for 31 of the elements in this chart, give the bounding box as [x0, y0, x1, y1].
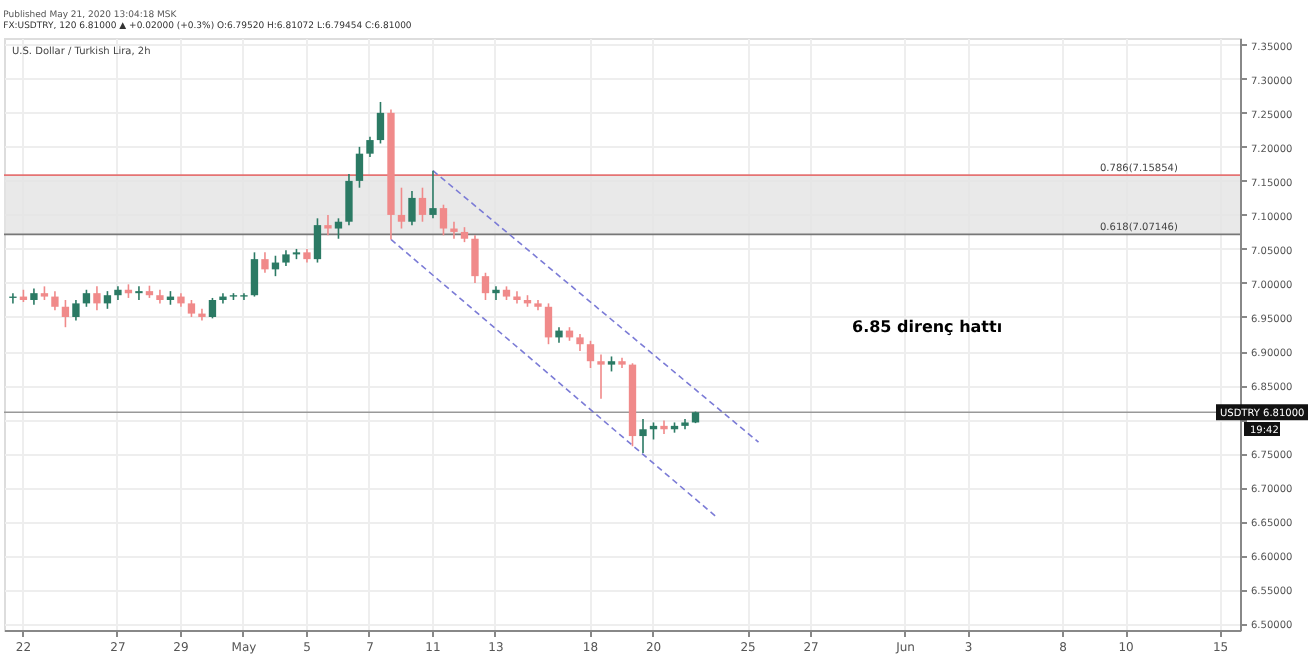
- candlestick: [481, 271, 490, 301]
- candlestick: [408, 190, 416, 226]
- candlestick: [93, 285, 101, 311]
- candlestick: [492, 285, 500, 301]
- candlestick: [397, 186, 406, 230]
- candlestick: [597, 353, 605, 400]
- candlestick: [429, 169, 437, 220]
- candlestick: [135, 285, 143, 301]
- candlestick: [376, 101, 385, 145]
- candlestick: [334, 217, 343, 240]
- candlestick: [471, 234, 479, 284]
- candlestick: [439, 203, 448, 237]
- candlestick: [345, 173, 353, 226]
- candlestick: [313, 217, 322, 264]
- candlestick: [418, 186, 427, 223]
- candlestick: [324, 214, 332, 237]
- candlestick: [61, 299, 70, 328]
- candlestick: [72, 299, 80, 322]
- annotation: 6.85 direnç hattı: [852, 318, 1003, 336]
- candlestick: [544, 302, 553, 346]
- candlestick: [639, 418, 647, 454]
- candlestick: [261, 251, 269, 274]
- candlestick: [513, 290, 521, 305]
- candlestick: [355, 146, 364, 189]
- candlestick: [208, 297, 217, 320]
- candlestick: [450, 220, 458, 240]
- candlestick: [250, 251, 259, 298]
- candlestick: [51, 290, 59, 311]
- candlestick: [586, 340, 595, 369]
- candlestick: [660, 419, 668, 435]
- candlestick: [366, 135, 374, 158]
